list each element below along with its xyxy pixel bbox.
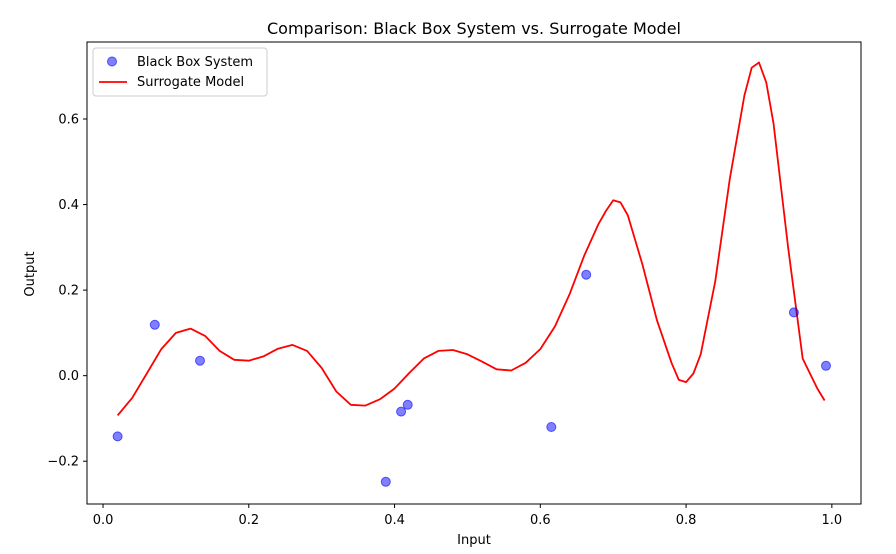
y-tick-label: −0.2 bbox=[47, 455, 79, 470]
chart-title: Comparison: Black Box System vs. Surroga… bbox=[267, 19, 681, 38]
x-tick-label: 0.6 bbox=[530, 513, 551, 528]
black-box-point bbox=[149, 319, 160, 330]
black-box-point bbox=[821, 360, 831, 371]
axes-frame bbox=[86, 41, 862, 505]
legend-marker-black-box bbox=[107, 56, 117, 67]
black-box-point bbox=[546, 422, 557, 432]
black-box-point bbox=[112, 431, 123, 442]
black-box-point bbox=[396, 406, 407, 417]
plot-area bbox=[112, 61, 831, 487]
x-tick-label: 0.8 bbox=[676, 513, 697, 528]
y-tick-label: 0.4 bbox=[58, 198, 79, 213]
black-box-point bbox=[195, 355, 205, 366]
y-axis-title: Output bbox=[23, 251, 38, 296]
x-tick-label: 1.0 bbox=[822, 513, 843, 528]
black-box-point bbox=[402, 399, 413, 410]
y-tick-label: 0.0 bbox=[58, 369, 79, 384]
legend-label-surrogate: Surrogate Model bbox=[137, 75, 244, 90]
y-tick-label: 0.2 bbox=[58, 284, 79, 299]
x-tick-label: 0.0 bbox=[93, 513, 114, 528]
legend-frame bbox=[92, 47, 268, 97]
x-tick-label: 0.2 bbox=[238, 513, 259, 528]
x-tick-label: 0.4 bbox=[384, 513, 405, 528]
legend: Black Box System Surrogate Model bbox=[92, 47, 268, 97]
axes: 0.0 0.2 0.4 0.6 0.8 1.0 −0.2 0.0 0.2 0.4 0.6 bbox=[47, 41, 862, 528]
surrogate-model-line bbox=[116, 61, 826, 416]
y-tick-label: 0.6 bbox=[58, 113, 79, 128]
legend-label-black-box: Black Box System bbox=[137, 55, 253, 70]
x-axis-title: Input bbox=[457, 533, 491, 548]
black-box-point bbox=[788, 307, 799, 318]
black-box-point bbox=[581, 269, 592, 280]
black-box-point bbox=[380, 476, 391, 487]
